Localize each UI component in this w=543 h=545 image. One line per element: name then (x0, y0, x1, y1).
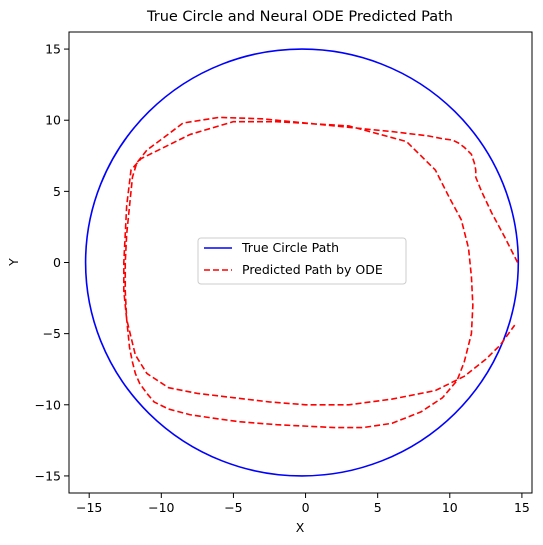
y-tick-label: −5 (43, 326, 61, 341)
legend-label-true: True Circle Path (241, 240, 339, 255)
x-tick-label: −15 (76, 500, 102, 515)
legend-label-predicted: Predicted Path by ODE (242, 262, 383, 277)
y-tick-label: −15 (35, 468, 61, 483)
x-tick-label: 10 (442, 500, 458, 515)
x-axis-ticks: −15 −10 −5 0 5 10 15 (76, 493, 530, 515)
y-axis-ticks: −15 −10 −5 0 5 10 15 (35, 42, 69, 483)
legend-box (197, 237, 407, 285)
x-tick-label: −10 (148, 500, 174, 515)
y-tick-label: 0 (53, 255, 61, 270)
chart-title: True Circle and Neural ODE Predicted Pat… (146, 9, 453, 25)
y-tick-label: 15 (45, 42, 61, 57)
y-tick-label: −10 (35, 397, 61, 412)
x-axis-label: X (296, 520, 305, 535)
x-tick-label: 15 (514, 500, 530, 515)
x-tick-label: 0 (302, 500, 310, 515)
legend: True Circle Path Predicted Path by ODE (197, 237, 407, 285)
y-tick-label: 10 (45, 113, 61, 128)
y-tick-label: 5 (53, 184, 61, 199)
series-true-circle (84, 48, 520, 477)
series-layer (84, 48, 520, 477)
x-tick-label: −5 (224, 500, 242, 515)
y-axis-label: Y (6, 258, 21, 267)
x-tick-label: 5 (374, 500, 382, 515)
series-predicted-path (123, 116, 519, 429)
